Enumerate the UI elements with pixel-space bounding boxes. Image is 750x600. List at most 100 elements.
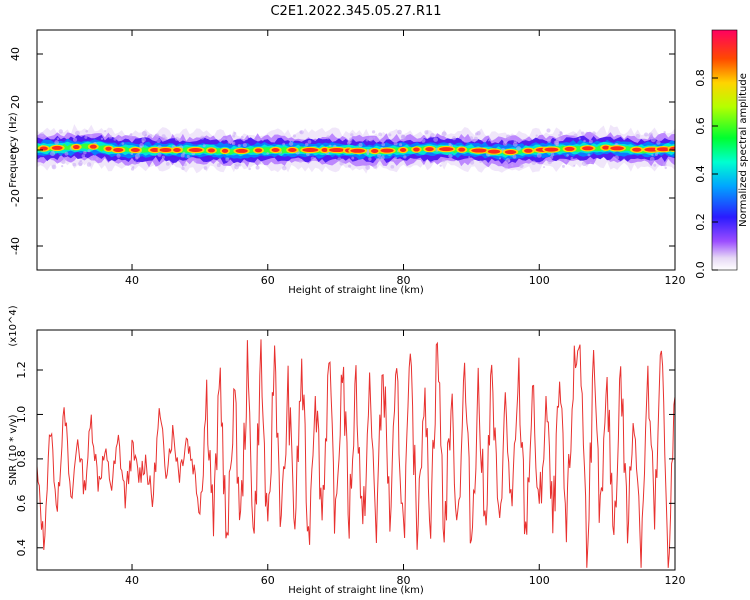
heatmap-speckle (546, 128, 551, 133)
heatmap-hotspot (221, 148, 229, 153)
heatmap-speckle (581, 161, 587, 167)
heatmap-hotspot (173, 148, 181, 152)
heatmap-speckle (448, 153, 453, 159)
heatmap-hotspot (207, 148, 216, 153)
heatmap-hotspot (602, 145, 610, 150)
heatmap-speckle (430, 133, 435, 138)
heatmap-speckle (592, 131, 596, 136)
heatmap-speckle (536, 152, 542, 158)
heatmap-speckle (193, 159, 197, 163)
heatmap-speckle (141, 130, 147, 136)
heatmap-speckle (476, 130, 481, 136)
heatmap-speckle (64, 151, 69, 156)
heatmap-hotspot (458, 147, 466, 152)
heatmap-speckle (231, 141, 234, 145)
heatmap-speckle (134, 160, 137, 163)
heatmap-hotspot (72, 145, 80, 150)
heatmap-speckle (378, 132, 383, 137)
heatmap-speckle (451, 136, 457, 141)
heatmap-speckle (305, 142, 309, 147)
heatmap-speckle (479, 160, 482, 164)
heatmap-speckle (468, 156, 471, 159)
heatmap-speckle (51, 164, 57, 170)
heatmap-speckle (368, 157, 372, 161)
heatmap-hotspot (350, 148, 366, 153)
heatmap-speckle (516, 145, 521, 151)
heatmap-hotspot (89, 144, 97, 149)
heatmap-speckle (139, 143, 144, 148)
heatmap-speckle (72, 162, 77, 167)
heatmap-hotspot (399, 148, 407, 153)
heatmap-speckle (50, 151, 55, 157)
snr-x-axis: 40 60 80 100 120 (125, 330, 686, 587)
heatmap-speckle (372, 164, 378, 169)
heatmap-hotspot (105, 146, 112, 151)
snr-panel: 40 60 80 100 120 0.4 0.6 0.8 1.0 1.2 Height of s… (8, 305, 686, 596)
heatmap-speckle (226, 137, 232, 142)
heatmap-speckle (157, 152, 162, 157)
snr-x-tick-label: 80 (397, 574, 411, 587)
heatmap-y-tick-label: 0 (9, 147, 22, 154)
heatmap-speckle (134, 153, 140, 159)
heatmap-speckle (100, 137, 104, 140)
heatmap-speckle (61, 164, 64, 168)
heatmap-speckle (581, 131, 585, 135)
heatmap-speckle (378, 157, 383, 162)
snr-x-tick-label: 40 (125, 574, 139, 587)
heatmap-speckle (519, 163, 524, 169)
heatmap-speckle (546, 138, 552, 143)
heatmap-speckle (547, 159, 553, 165)
heatmap-speckle (233, 131, 237, 135)
heatmap-speckle (439, 164, 442, 167)
heatmap-speckle (433, 137, 438, 142)
heatmap-speckle (662, 162, 667, 167)
heatmap-speckle (337, 157, 342, 162)
heatmap-y-tick-label: 20 (9, 95, 22, 109)
heatmap-hotspot (439, 147, 454, 152)
heatmap-speckle (664, 166, 667, 170)
heatmap-speckle (390, 164, 395, 169)
heatmap-speckle (81, 154, 86, 158)
heatmap-hotspot (235, 148, 248, 153)
heatmap-hotspot (582, 146, 594, 151)
heatmap-hotspot (544, 147, 559, 152)
heatmap-speckle (154, 133, 158, 137)
heatmap-speckle (512, 154, 517, 159)
snr-frame (36, 329, 676, 571)
heatmap-speckle (469, 136, 474, 140)
heatmap-speckle (108, 135, 113, 139)
heatmap-x-tick-label: 120 (665, 274, 686, 287)
heatmap-hotspot (150, 148, 160, 152)
heatmap-speckle (656, 140, 661, 145)
heatmap-speckle (58, 129, 63, 134)
heatmap-speckle (349, 137, 353, 142)
heatmap-speckle (448, 142, 452, 146)
heatmap-hotspot (632, 147, 642, 152)
heatmap-speckle (556, 137, 561, 142)
heatmap-speckle (255, 165, 260, 170)
heatmap-y-axis: -40 -20 0 20 40 (9, 47, 675, 255)
heatmap-speckle (558, 133, 562, 137)
heatmap-speckle (531, 160, 537, 166)
heatmap-speckle (89, 134, 93, 138)
heatmap-speckle (377, 153, 382, 158)
heatmap-speckle (56, 137, 60, 141)
heatmap-speckle (200, 135, 205, 140)
snr-x-tick-label: 120 (665, 574, 686, 587)
heatmap-speckle (587, 153, 591, 157)
heatmap-speckle (614, 155, 619, 161)
heatmap-speckle (329, 144, 332, 147)
heatmap-speckle (225, 157, 230, 162)
heatmap-speckle (393, 156, 398, 161)
heatmap-speckle (326, 135, 331, 140)
heatmap-speckle (503, 164, 509, 169)
heatmap-speckle (441, 158, 446, 163)
heatmap-hotspot (188, 148, 203, 152)
heatmap-hotspot (504, 150, 517, 155)
heatmap-speckle (180, 153, 185, 158)
heatmap-speckle (550, 152, 555, 157)
heatmap-speckle (649, 156, 655, 162)
heatmap-hotspot (130, 148, 140, 152)
heatmap-speckle (588, 139, 593, 144)
snr-x-tick-label: 100 (529, 574, 550, 587)
